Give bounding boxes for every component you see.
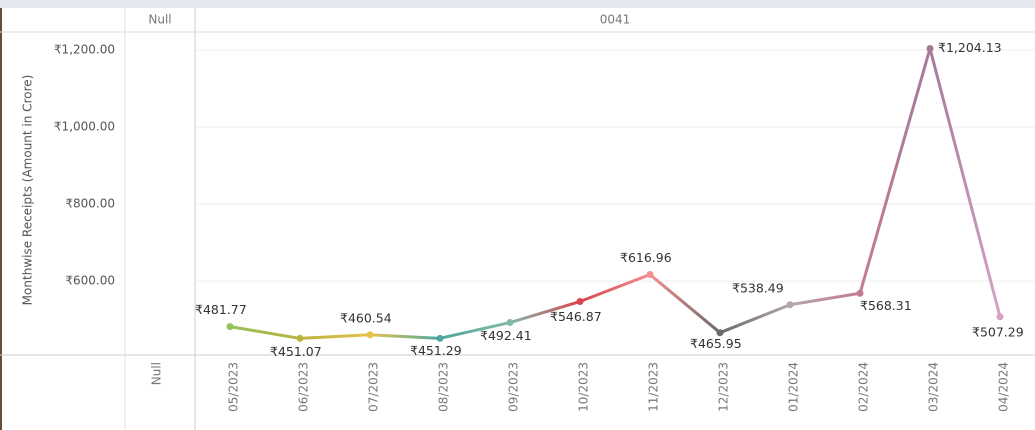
value-label: ₹616.96 — [620, 250, 672, 265]
x-tick-label: 10/2023 — [577, 362, 591, 412]
y-tick-label: ₹800.00 — [65, 197, 115, 211]
point — [436, 334, 444, 342]
x-tick-label: 05/2023 — [227, 362, 241, 412]
line-segment — [508, 300, 582, 325]
point — [856, 289, 864, 297]
column-header: Null — [148, 13, 171, 27]
value-label: ₹568.31 — [860, 298, 912, 313]
line-segment — [438, 321, 512, 340]
top-band — [0, 0, 1035, 8]
x-tick-label: 07/2023 — [367, 362, 381, 412]
x-tick-label: 02/2024 — [857, 362, 871, 412]
x-tick-label: 04/2024 — [997, 362, 1011, 412]
line-segment — [578, 273, 652, 304]
point — [226, 323, 234, 331]
line-segment — [228, 325, 302, 340]
column-header: 0041 — [600, 13, 631, 27]
x-tick-label: 12/2023 — [717, 362, 731, 412]
value-label: ₹460.54 — [340, 310, 392, 325]
x-tick-label: 01/2024 — [787, 362, 801, 412]
point — [646, 271, 654, 279]
line-segment — [788, 291, 862, 307]
y-axis-label: Monthwise Receipts (Amount in Crore) — [21, 75, 35, 306]
y-tick-label: ₹600.00 — [65, 274, 115, 288]
point — [296, 334, 304, 342]
point — [996, 313, 1004, 321]
point — [716, 329, 724, 337]
line-segment — [718, 303, 792, 335]
x-tick-label: 08/2023 — [437, 362, 451, 412]
value-label: ₹465.95 — [690, 336, 742, 351]
line-segment — [368, 333, 442, 340]
line-segment — [928, 47, 1002, 319]
line-segment — [298, 333, 372, 340]
line-segment — [648, 273, 722, 335]
point — [576, 298, 584, 306]
value-label: ₹492.41 — [480, 328, 532, 343]
point — [506, 319, 514, 327]
value-label: ₹451.07 — [270, 344, 322, 359]
value-label: ₹507.29 — [972, 324, 1024, 339]
value-label: ₹1,204.13 — [938, 40, 1002, 55]
x-tick-label: 03/2024 — [927, 362, 941, 412]
line-segment — [858, 47, 932, 295]
x-tick-label: Null — [150, 362, 164, 385]
x-tick-label: 06/2023 — [297, 362, 311, 412]
x-tick-label: 09/2023 — [507, 362, 521, 412]
x-tick-label: 11/2023 — [647, 362, 661, 412]
value-label: ₹546.87 — [550, 309, 602, 324]
value-label: ₹538.49 — [732, 280, 784, 295]
value-label: ₹481.77 — [195, 302, 247, 317]
y-tick-label: ₹1,200.00 — [54, 43, 115, 57]
value-label: ₹451.29 — [410, 343, 462, 358]
point — [786, 301, 794, 309]
y-tick-label: ₹1,000.00 — [54, 120, 115, 134]
point — [926, 45, 934, 53]
point — [366, 331, 374, 339]
